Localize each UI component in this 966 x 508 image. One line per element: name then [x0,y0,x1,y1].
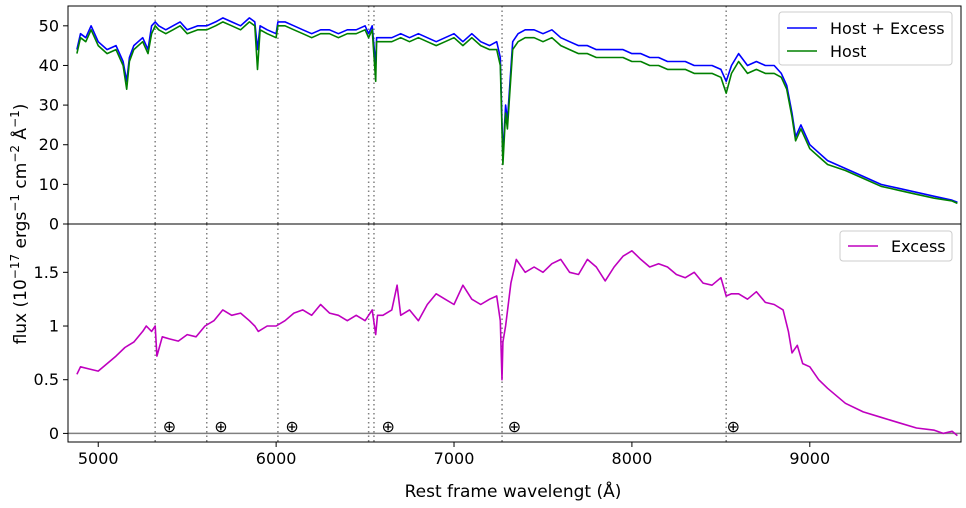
y-tick-label: 1 [49,317,59,336]
top-y-ticks: 0 10 20 30 40 50 [39,16,68,234]
host-line [76,21,958,205]
y-axis-label-part: flux (10 [11,279,31,344]
earth-symbol-marker: ⊕ [508,417,521,436]
earth-symbol-marker: ⊕ [163,417,176,436]
x-ticks: 5000 6000 7000 8000 9000 [78,442,830,468]
y-axis-label-part: ) [11,104,31,111]
y-axis-label-part: −1 [8,110,22,128]
earth-symbol-marker: ⊕ [381,417,394,436]
x-tick-label: 5000 [78,449,119,468]
legend-label-host: Host [830,42,866,61]
y-tick-label: 0.5 [34,370,59,389]
telluric-markers: ⊕ ⊕ ⊕ ⊕ ⊕ ⊕ [163,417,740,436]
bottom-y-ticks: 0 0.5 1 1.5 [34,263,68,443]
y-axis-label-part: ergs [11,212,31,254]
excess-line [76,250,958,437]
x-tick-label: 8000 [612,449,653,468]
y-tick-label: 10 [39,175,59,194]
bottom-legend-box [839,230,953,262]
legend-label-host-plus-excess: Host + Excess [830,19,945,38]
top-legend-box [778,11,953,66]
y-tick-label: 20 [39,135,59,154]
earth-symbol-marker: ⊕ [285,417,298,436]
y-axis-label-part: Å [9,128,31,145]
top-panel: 0 10 20 30 40 50 Host + Excess Host [39,5,962,234]
y-tick-label: 50 [39,16,59,35]
bottom-legend: Excess [839,230,953,262]
earth-symbol-marker: ⊕ [214,417,227,436]
top-telluric-lines [154,6,727,224]
y-tick-label: 30 [39,96,59,115]
y-axis-label: flux (10−17 ergs−1 cm−2 Å−1) [8,104,31,345]
y-axis-label-part: −1 [8,194,22,212]
legend-label-excess: Excess [891,237,946,256]
top-series-group [76,17,958,205]
x-tick-label: 6000 [256,449,297,468]
y-axis-label-part: −2 [8,145,22,163]
top-legend: Host + Excess Host [778,11,953,66]
x-tick-label: 7000 [434,449,475,468]
y-axis-label-part: −17 [8,254,22,279]
y-tick-label: 40 [39,56,59,75]
y-tick-label: 0 [49,424,59,443]
host-plus-excess-line [76,17,958,203]
y-tick-label: 0 [49,215,59,234]
x-axis-label: Rest frame wavelengt (Å) [405,480,622,502]
bottom-plot-frame [67,223,962,443]
bottom-telluric-lines [154,224,727,442]
y-axis-label-part: cm [11,163,31,194]
earth-symbol-marker: ⊕ [727,417,740,436]
y-tick-label: 1.5 [34,263,59,282]
bottom-series-group [76,250,958,437]
bottom-panel: ⊕ ⊕ ⊕ ⊕ ⊕ ⊕ 0 0.5 1 1.5 5000 6000 7000 8000 9000 Exc… [34,223,962,468]
x-tick-label: 9000 [789,449,830,468]
